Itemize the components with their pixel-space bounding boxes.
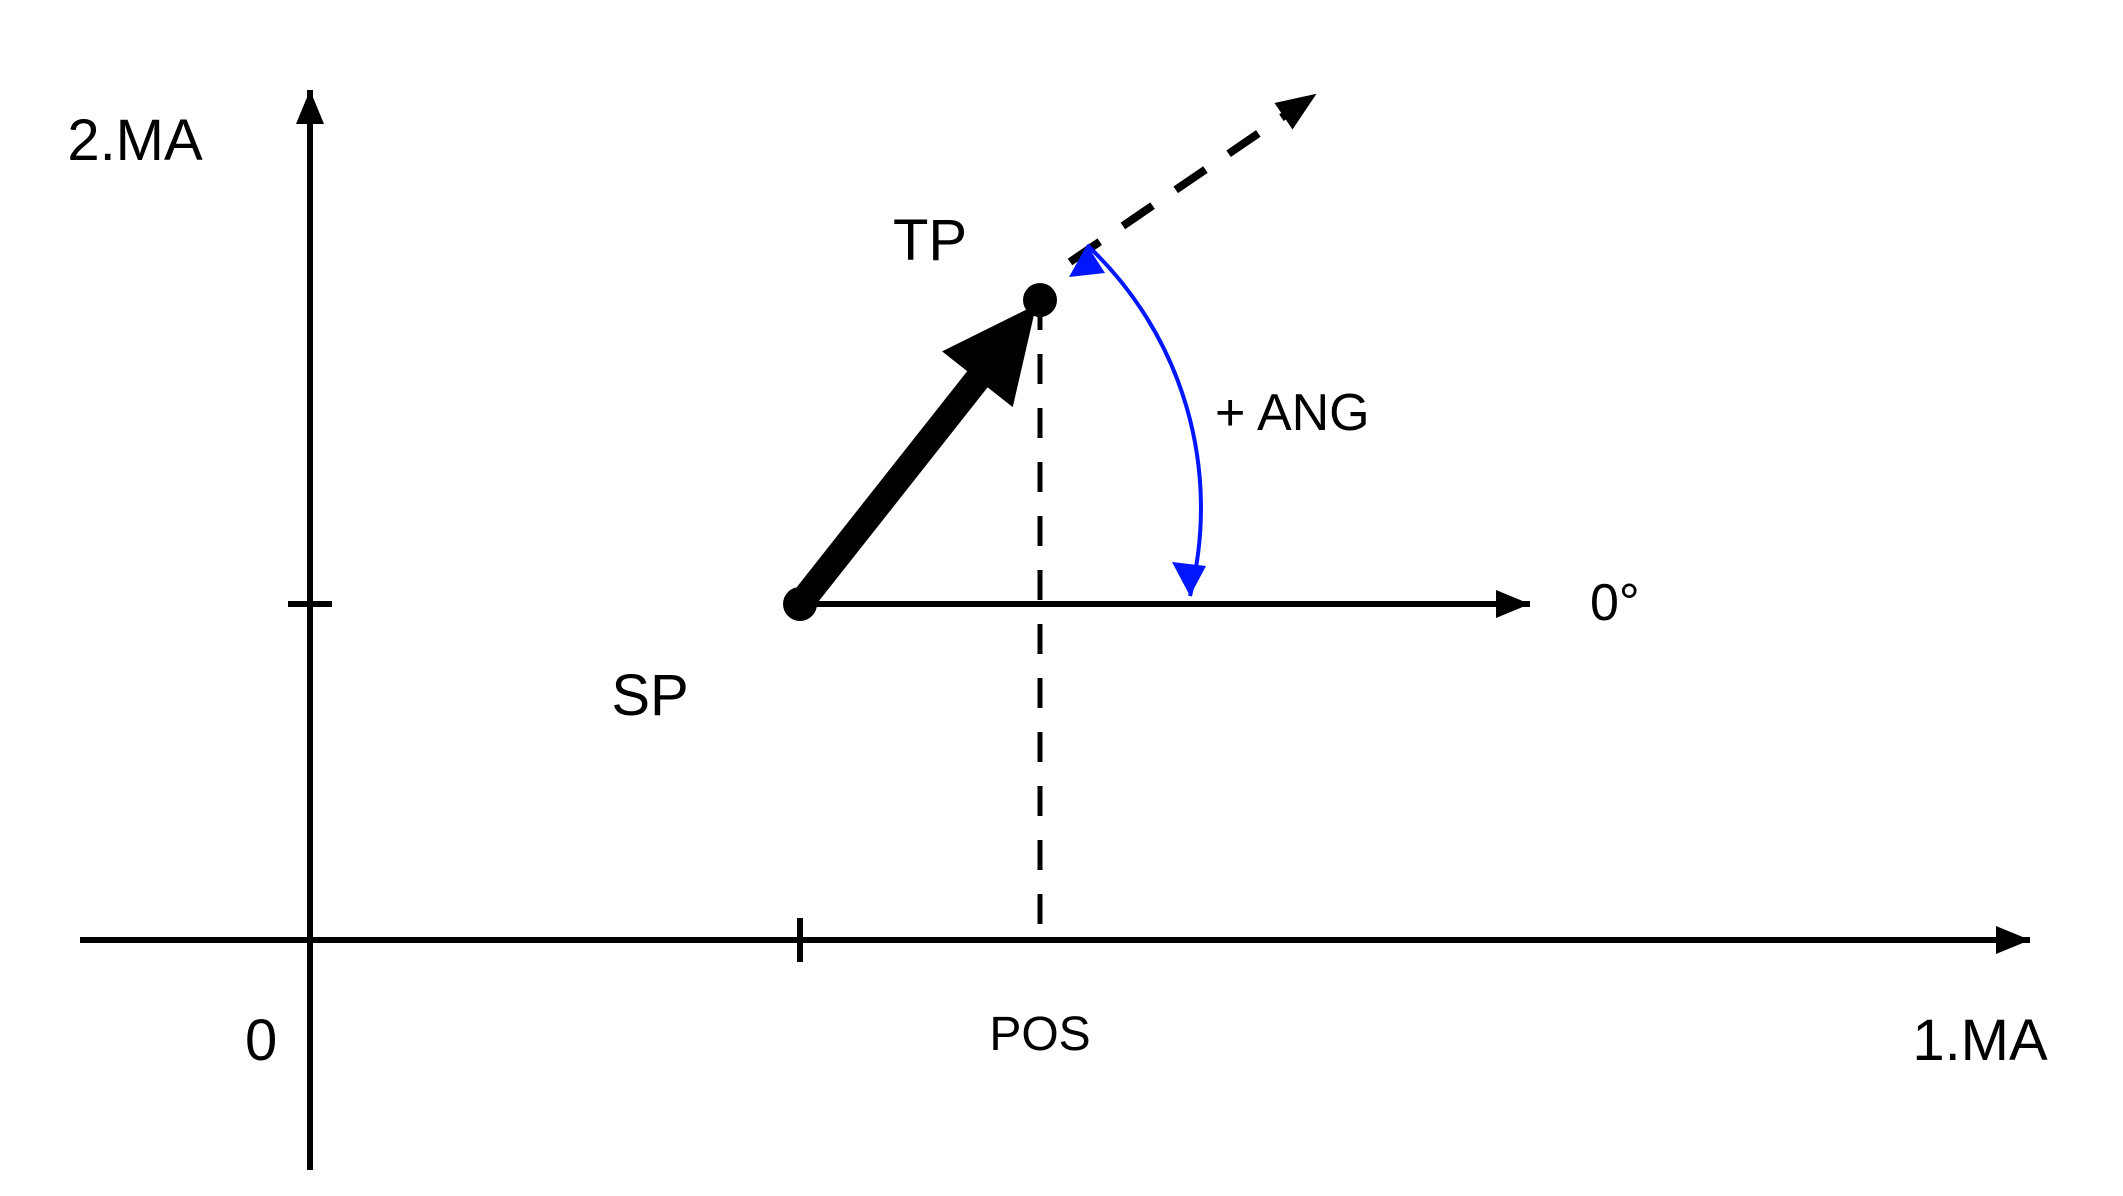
main-vector bbox=[800, 305, 1036, 604]
zero-degree-line bbox=[800, 590, 1530, 618]
y-axis bbox=[296, 90, 324, 1170]
vector-extension bbox=[1070, 94, 1317, 262]
label-origin: 0 bbox=[245, 1008, 277, 1073]
label-sp: SP bbox=[611, 663, 688, 728]
label-tp: TP bbox=[893, 208, 967, 273]
angle-arc bbox=[1069, 245, 1206, 596]
vector-diagram: 0 1.MA 2.MA POS SP TP 0° + ANG bbox=[0, 0, 2123, 1196]
label-angle: + ANG bbox=[1215, 384, 1370, 442]
point-sp bbox=[783, 587, 817, 621]
label-y-axis: 2.MA bbox=[67, 108, 203, 173]
label-pos: POS bbox=[989, 1008, 1090, 1061]
x-axis bbox=[80, 926, 2030, 954]
label-x-axis: 1.MA bbox=[1912, 1008, 2048, 1073]
point-tp bbox=[1023, 283, 1057, 317]
label-zero-degree: 0° bbox=[1590, 574, 1640, 632]
